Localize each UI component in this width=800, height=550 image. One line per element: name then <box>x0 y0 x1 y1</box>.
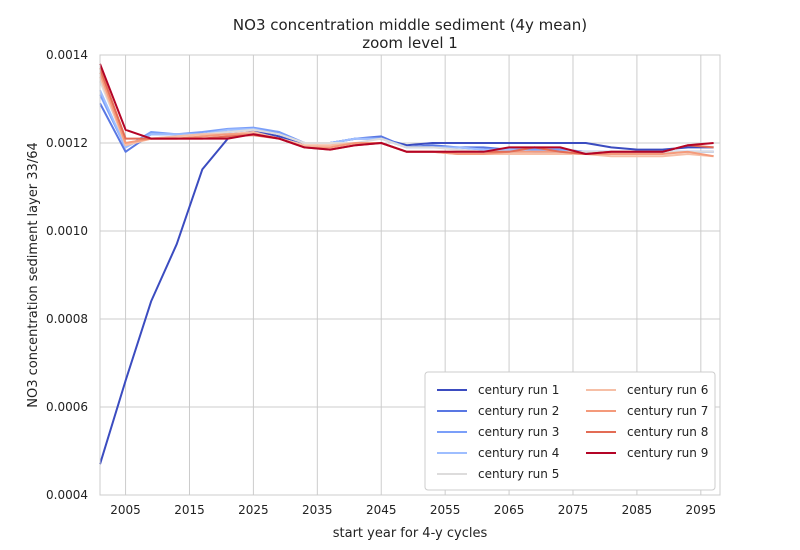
legend-label-1: century run 1 <box>478 383 559 397</box>
x-tick-label: 2045 <box>366 503 397 517</box>
legend-box <box>424 371 716 491</box>
plot-border <box>99 54 721 496</box>
x-tick-label: 2065 <box>494 503 525 517</box>
legend-label-9: century run 9 <box>627 446 708 460</box>
series-line-1 <box>99 129 714 465</box>
legend: century run 1 century run 2 century run 3 c… <box>424 371 716 491</box>
legend-label-7: century run 7 <box>627 404 708 418</box>
x-axis-label: start year for 4-y cycles <box>333 526 488 541</box>
x-tick-label: 2095 <box>686 503 717 517</box>
legend-label-3: century run 3 <box>478 425 559 439</box>
y-tick-label: 0.0008 <box>46 312 88 326</box>
y-axis-label: NO3 concentration sediment layer 33/64 <box>26 142 41 408</box>
legend-label-4: century run 4 <box>478 446 559 460</box>
chart-title: NO3 concentration middle sediment (4y me… <box>233 16 587 34</box>
legend-label-2: century run 2 <box>478 404 559 418</box>
x-tick-label: 2055 <box>430 503 461 517</box>
x-tick-label: 2005 <box>110 503 141 517</box>
x-tick-label: 2015 <box>174 503 205 517</box>
y-tick-label: 0.0014 <box>46 48 88 62</box>
legend-label-8: century run 8 <box>627 425 708 439</box>
y-tick-label: 0.0006 <box>46 400 88 414</box>
y-tick-label: 0.0010 <box>46 224 88 238</box>
x-tick-label: 2035 <box>302 503 333 517</box>
x-axis: 2005 2015 2025 2035 2045 2055 2065 2075 2085 2095 <box>110 503 716 517</box>
chart-subtitle: zoom level 1 <box>362 34 458 52</box>
x-tick-label: 2025 <box>238 503 269 517</box>
legend-label-6: century run 6 <box>627 383 708 397</box>
series-line-9 <box>99 63 714 155</box>
legend-label-5: century run 5 <box>478 467 559 481</box>
x-tick-label: 2085 <box>622 503 653 517</box>
series-lines <box>99 63 714 465</box>
y-tick-label: 0.0004 <box>46 488 88 502</box>
y-tick-label: 0.0012 <box>46 136 88 150</box>
plot-frame <box>99 54 721 496</box>
y-axis: 0.0004 0.0006 0.0008 0.0010 0.0012 0.0014 <box>46 48 88 502</box>
x-tick-label: 2075 <box>558 503 589 517</box>
